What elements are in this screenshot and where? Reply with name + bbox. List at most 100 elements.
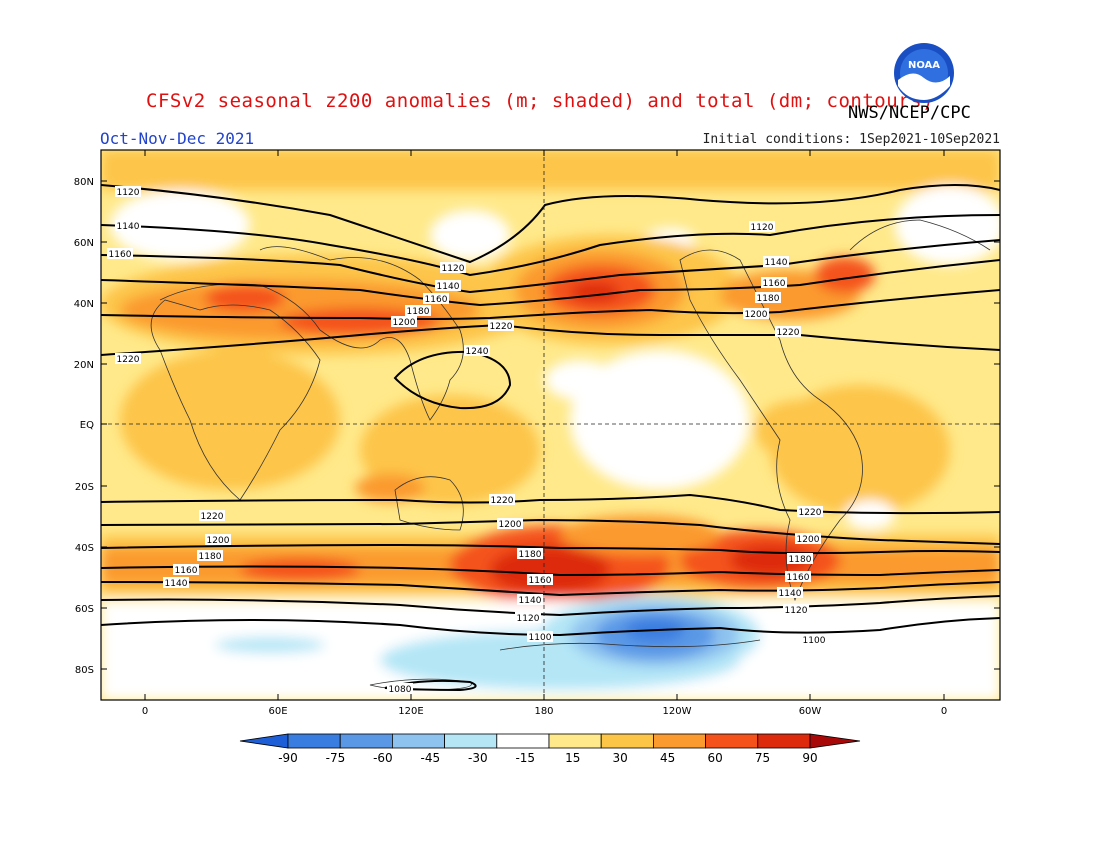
colorbar-segment bbox=[287, 733, 341, 749]
contour-label-bg bbox=[115, 220, 141, 231]
contour-label: 1160 bbox=[109, 250, 132, 260]
antarctic-shelf-coastline bbox=[499, 639, 761, 651]
lat-label: 80S bbox=[75, 665, 94, 676]
contour-label-bg bbox=[749, 221, 775, 232]
colorbar-segment bbox=[496, 733, 550, 749]
contour-label: 1180 bbox=[407, 307, 430, 317]
africa-coastline bbox=[150, 299, 321, 501]
season-label: Oct-Nov-Dec 2021 bbox=[100, 129, 255, 148]
americas-coastline bbox=[679, 249, 863, 602]
contour-label: 1160 bbox=[529, 576, 552, 586]
contour-label: 1180 bbox=[757, 294, 780, 304]
contour-label-bg bbox=[497, 518, 523, 529]
lat-label: 60N bbox=[74, 238, 94, 249]
contour-label: 1180 bbox=[519, 550, 542, 560]
contour-label-bg bbox=[775, 326, 801, 337]
contour-label-bg bbox=[405, 305, 431, 316]
noaa-logo-icon: NOAA bbox=[894, 43, 954, 103]
lat-label: 60S bbox=[75, 604, 94, 615]
colorbar-label: 30 bbox=[613, 751, 628, 765]
contour-label: 1200 bbox=[499, 520, 522, 530]
colorbar-segment bbox=[339, 733, 393, 749]
contour-1140-north bbox=[101, 214, 1000, 277]
contour-label: 1140 bbox=[165, 579, 188, 589]
contour-1180-north bbox=[101, 259, 1000, 307]
contour-1180-south bbox=[101, 543, 1000, 555]
contour-label-bg bbox=[423, 293, 449, 304]
contour-label: 1240 bbox=[466, 347, 489, 357]
colorbar-label: -90 bbox=[278, 751, 298, 765]
contour-label: 1220 bbox=[491, 496, 514, 506]
contour-label: 1220 bbox=[777, 328, 800, 338]
contour-1160-north bbox=[101, 239, 1000, 294]
colorbar: -90 -75 -60 -45 -30 -15 15 30 45 60 75 90 bbox=[239, 733, 861, 765]
contour-label: 1180 bbox=[789, 555, 812, 565]
lon-label: 180 bbox=[534, 706, 553, 717]
contour-label: 1140 bbox=[779, 589, 802, 599]
lon-label: 60W bbox=[799, 706, 822, 717]
europe-coastline bbox=[849, 219, 991, 251]
contour-label-bg bbox=[801, 634, 827, 645]
lat-label: 40N bbox=[74, 299, 94, 310]
contour-label: 1160 bbox=[787, 573, 810, 583]
asia-coastline bbox=[259, 246, 464, 421]
contour-label-bg bbox=[785, 571, 811, 582]
contour-label-bg bbox=[435, 280, 461, 291]
contour-label: 1200 bbox=[745, 310, 768, 320]
contour-label: 1140 bbox=[117, 222, 140, 232]
contour-label-bg bbox=[797, 506, 823, 517]
contour-label: 1140 bbox=[765, 258, 788, 268]
colorbar-segment bbox=[391, 733, 445, 749]
lat-label: 20S bbox=[75, 482, 94, 493]
colorbar-label: -75 bbox=[326, 751, 346, 765]
contour-label: 1180 bbox=[199, 552, 222, 562]
contour-1120-south bbox=[101, 595, 1000, 617]
initial-conditions-label: Initial conditions: 1Sep2021-10Sep2021 bbox=[702, 132, 1000, 147]
contour-label-bg bbox=[115, 186, 141, 197]
colorbar-segment bbox=[705, 733, 759, 749]
map-frame bbox=[100, 149, 1001, 701]
colorbar-segment bbox=[600, 733, 654, 749]
lon-label: 0 bbox=[941, 706, 947, 717]
contour-label: 1120 bbox=[751, 223, 774, 233]
lat-label: EQ bbox=[80, 420, 94, 431]
contour-label-bg bbox=[387, 683, 413, 694]
contour-label: 1160 bbox=[175, 566, 198, 576]
contour-label: 1120 bbox=[117, 188, 140, 198]
contour-label-bg bbox=[205, 534, 231, 545]
contour-label-bg bbox=[197, 550, 223, 561]
lat-label: 20N bbox=[74, 360, 94, 371]
contour-label: 1160 bbox=[763, 279, 786, 289]
longitude-axis: 0 60E 120E 180 120W 60W 0 bbox=[142, 150, 947, 717]
contour-label-bg bbox=[777, 587, 803, 598]
colorbar-segment bbox=[653, 733, 707, 749]
lat-label: 40S bbox=[75, 543, 94, 554]
contour-label: 1220 bbox=[201, 512, 224, 522]
contour-label: 1140 bbox=[437, 282, 460, 292]
colorbar-segment bbox=[548, 733, 602, 749]
colorbar-arrow-left bbox=[239, 733, 289, 749]
contour-1200-south bbox=[101, 518, 1000, 545]
lat-label: 80N bbox=[74, 177, 94, 188]
colorbar-label: -60 bbox=[373, 751, 393, 765]
latitude-axis: 80N 60N 40N 20N EQ 20S 40S 60S 80S bbox=[74, 177, 1000, 676]
contour-1100-south bbox=[101, 617, 1000, 637]
contour-label: 1220 bbox=[117, 355, 140, 365]
lon-label: 0 bbox=[142, 706, 148, 717]
colorbar-label: 60 bbox=[707, 751, 722, 765]
contour-label: 1120 bbox=[785, 606, 808, 616]
colorbar-segment bbox=[444, 733, 498, 749]
contour-label-bg bbox=[464, 345, 490, 356]
contour-label: 1120 bbox=[442, 264, 465, 274]
colorbar-label: -30 bbox=[468, 751, 488, 765]
contour-label-bg bbox=[391, 316, 417, 327]
logo-text: NOAA bbox=[908, 60, 940, 71]
agency-label: NWS/NCEP/CPC bbox=[848, 103, 971, 123]
colorbar-label: 45 bbox=[660, 751, 675, 765]
contour-label: 1220 bbox=[799, 508, 822, 518]
contour-label-bg bbox=[795, 533, 821, 544]
contour-label: 1200 bbox=[393, 318, 416, 328]
coastlines bbox=[150, 219, 991, 691]
